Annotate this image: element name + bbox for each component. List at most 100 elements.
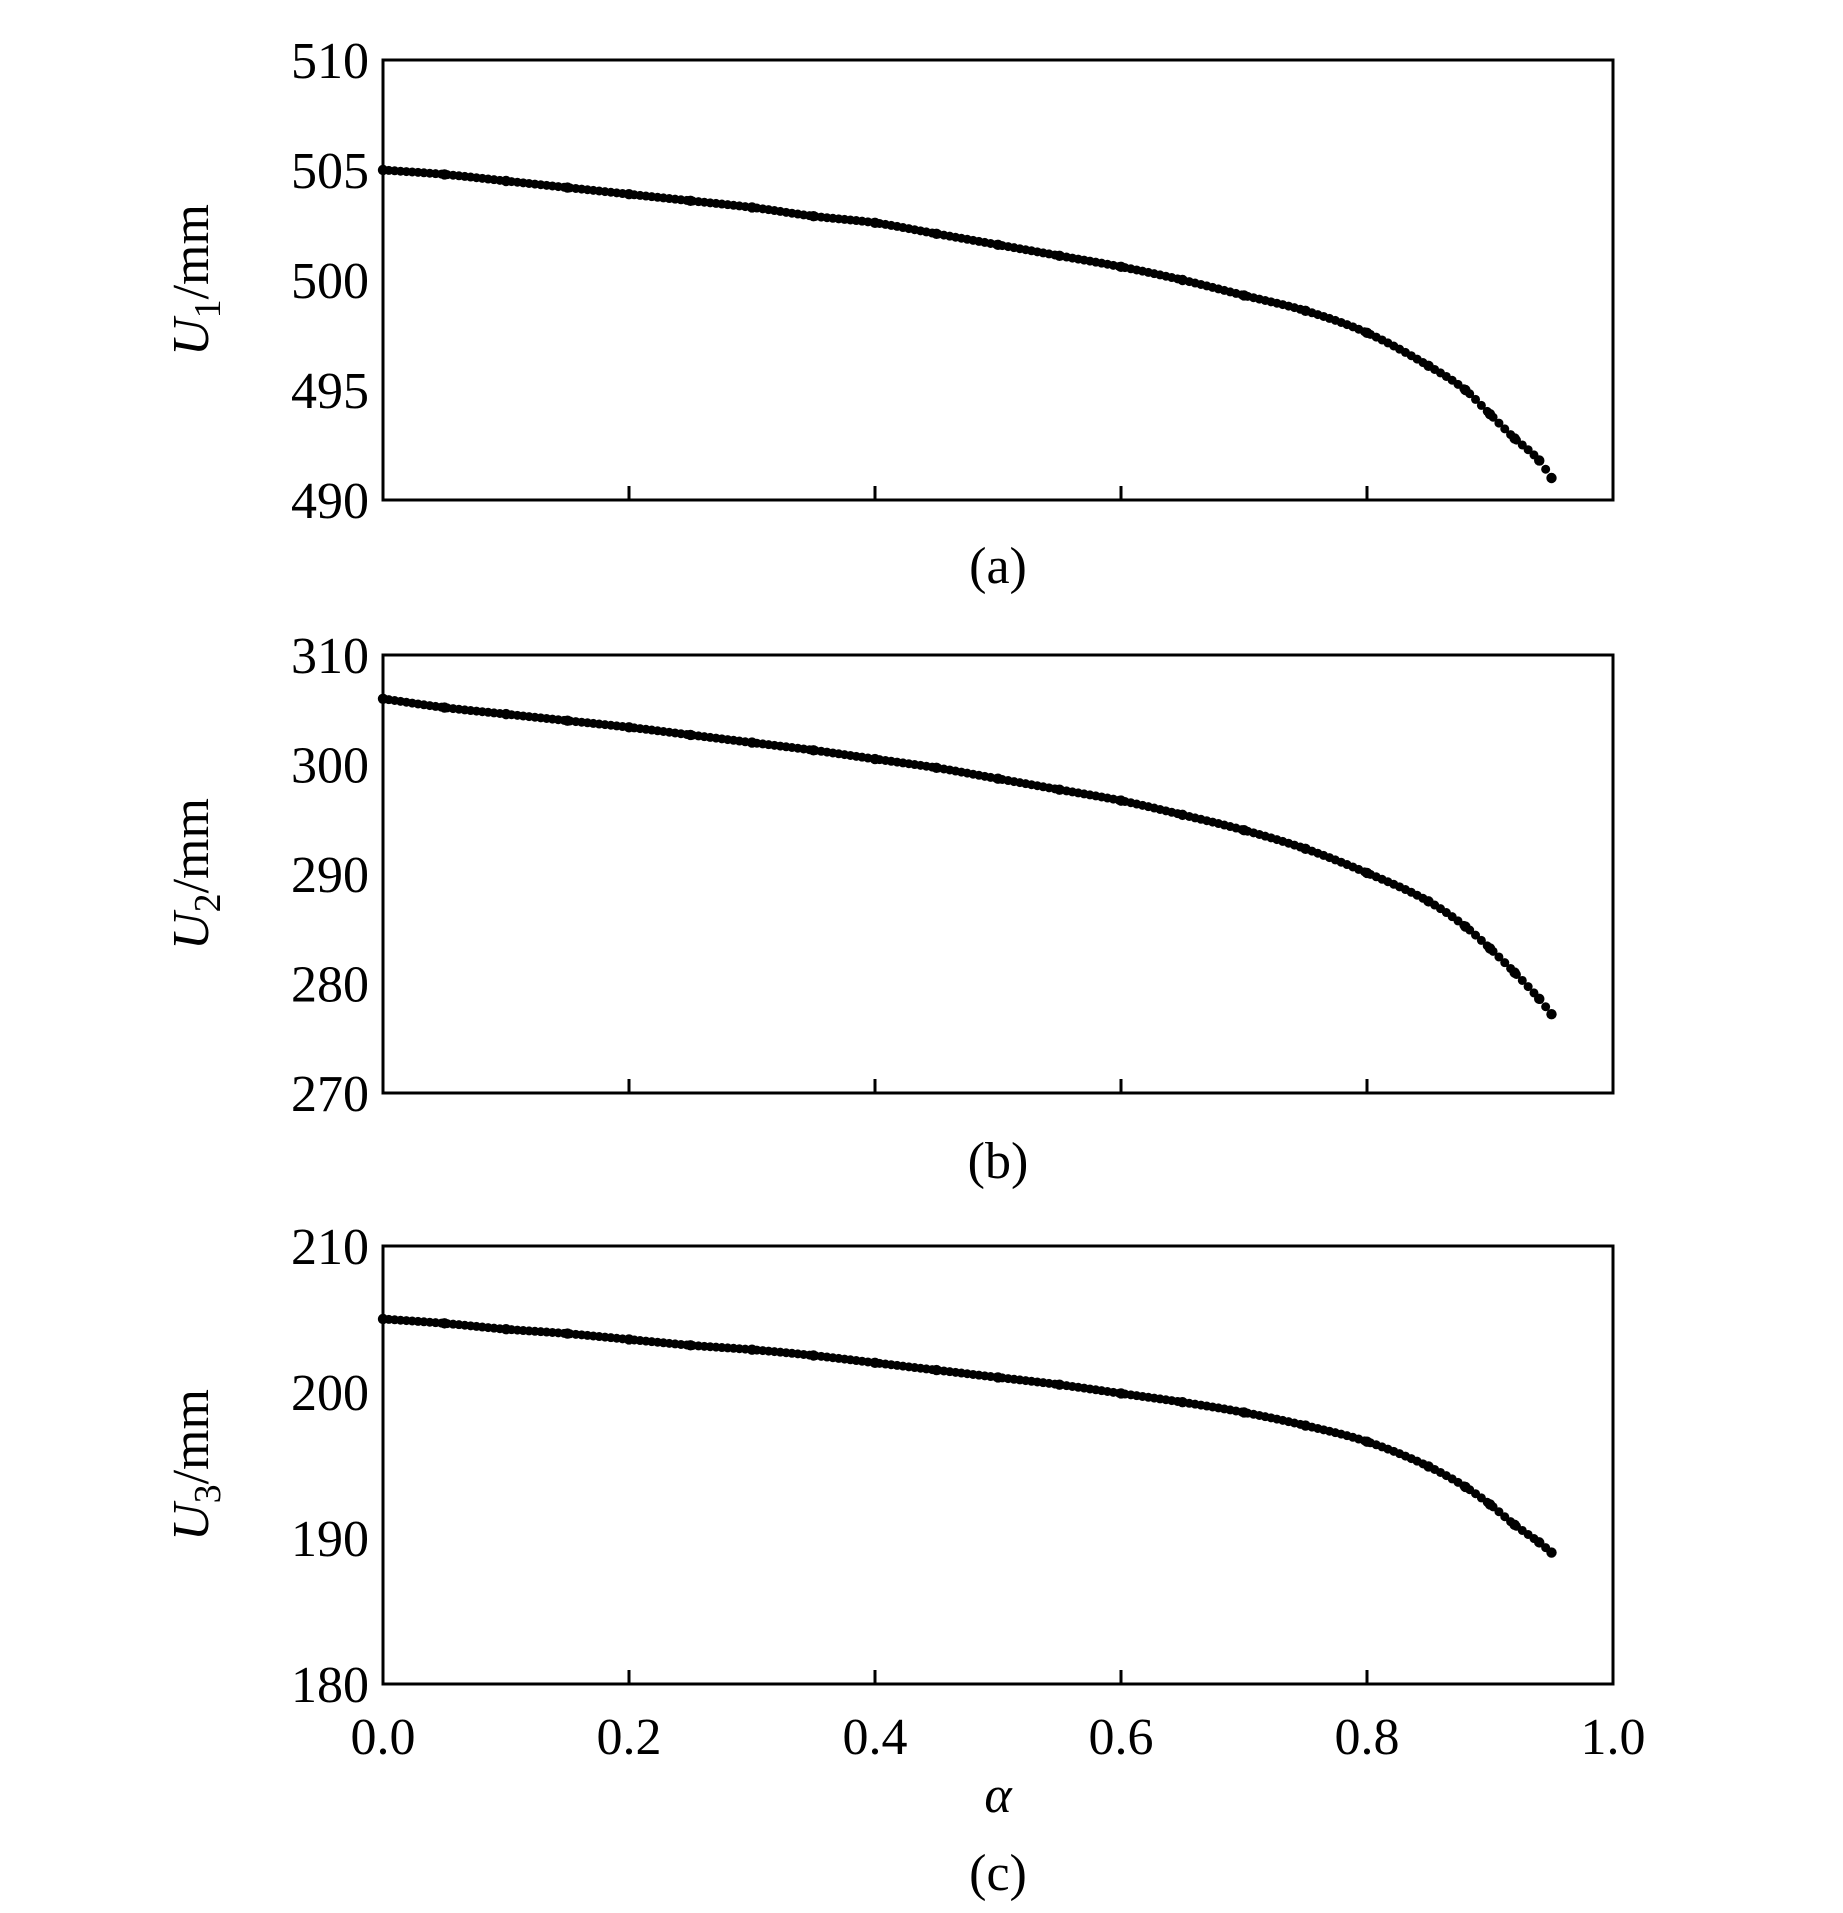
data-point bbox=[1509, 967, 1520, 978]
data-point bbox=[1361, 867, 1373, 879]
data-point bbox=[1509, 1519, 1520, 1531]
data-point bbox=[808, 745, 819, 756]
data-point bbox=[1423, 1461, 1434, 1472]
data-point bbox=[1423, 896, 1434, 907]
trail-marker bbox=[1517, 975, 1527, 985]
data-point bbox=[1546, 1008, 1557, 1020]
x-tick-label: 1.0 bbox=[1581, 1709, 1646, 1766]
data-point bbox=[931, 228, 942, 239]
y-tick-label: 495 bbox=[291, 363, 369, 420]
plot-frame bbox=[381, 653, 1615, 1095]
trail-marker bbox=[1523, 445, 1533, 455]
y-tick-label: 510 bbox=[291, 33, 369, 90]
data-point bbox=[1238, 1407, 1250, 1418]
data-point bbox=[623, 189, 635, 200]
data-point bbox=[500, 1324, 512, 1335]
data-point bbox=[1534, 993, 1545, 1005]
data-point bbox=[1546, 1547, 1557, 1558]
data-point bbox=[746, 1344, 758, 1355]
data-point bbox=[1534, 455, 1545, 466]
trail-marker bbox=[1494, 418, 1504, 428]
data-point bbox=[931, 1364, 942, 1376]
data-point bbox=[1115, 261, 1127, 272]
data-point bbox=[1361, 327, 1373, 338]
data-point bbox=[1177, 1397, 1188, 1408]
trail-marker bbox=[1523, 982, 1533, 992]
series-trail bbox=[378, 165, 1556, 483]
data-point bbox=[992, 239, 1004, 250]
trail-marker bbox=[1541, 1002, 1551, 1012]
data-point bbox=[1361, 1436, 1373, 1447]
data-point bbox=[746, 737, 758, 748]
data-point bbox=[1054, 250, 1065, 261]
y-tick-label: 280 bbox=[291, 957, 369, 1014]
data-point bbox=[992, 773, 1004, 784]
trail-marker bbox=[1494, 1507, 1504, 1517]
data-point bbox=[1546, 472, 1557, 484]
data-point bbox=[439, 702, 450, 713]
data-point bbox=[377, 1313, 389, 1325]
data-point bbox=[869, 217, 881, 228]
trail-marker bbox=[1476, 935, 1486, 945]
x-tick-label: 0.6 bbox=[1089, 1709, 1154, 1766]
panel-c: 180 190 200 210 0.0 0.2 0.4 0.6 0.8 1.0 U3/mm α (c) bbox=[163, 1219, 1646, 1902]
data-point bbox=[1054, 784, 1065, 795]
y-tick-label: 290 bbox=[291, 847, 369, 904]
y-tick-label: 190 bbox=[291, 1511, 369, 1568]
data-point bbox=[500, 175, 512, 187]
y-tick-label: 310 bbox=[291, 628, 369, 685]
data-point bbox=[377, 164, 389, 176]
data-point bbox=[1238, 825, 1250, 836]
y-tick-label: 490 bbox=[291, 473, 369, 530]
series-trail bbox=[378, 1314, 1556, 1558]
data-point bbox=[623, 722, 635, 733]
data-point bbox=[1484, 409, 1496, 420]
y-axis-label: U1/mm bbox=[163, 204, 229, 356]
trail-marker bbox=[1500, 424, 1510, 434]
panel-label-a: (a) bbox=[969, 538, 1027, 595]
data-point bbox=[1509, 433, 1520, 444]
data-point bbox=[500, 708, 512, 720]
data-point bbox=[1534, 1537, 1545, 1548]
data-point bbox=[1115, 795, 1127, 806]
panel-b: 270 280 290 300 310 U2/mm (b) bbox=[163, 628, 1615, 1190]
y-axis-label: U3/mm bbox=[163, 1389, 229, 1541]
trail-marker bbox=[1471, 394, 1481, 404]
y-tick-label: 180 bbox=[291, 1657, 369, 1714]
trail-marker bbox=[1471, 930, 1481, 940]
data-point bbox=[746, 202, 758, 213]
x-tick-label: 0.8 bbox=[1335, 1709, 1400, 1766]
data-point bbox=[1300, 843, 1311, 855]
data-point bbox=[1300, 305, 1311, 316]
data-point bbox=[1423, 360, 1434, 371]
data-point bbox=[869, 1357, 881, 1369]
y-tick-label: 200 bbox=[291, 1365, 369, 1422]
plot-frame bbox=[381, 58, 1615, 502]
trail-marker bbox=[1476, 400, 1486, 410]
data-point bbox=[1054, 1379, 1065, 1390]
data-point bbox=[1115, 1388, 1127, 1399]
data-point bbox=[1300, 1420, 1311, 1431]
panel-label-c: (c) bbox=[969, 1845, 1027, 1902]
data-point bbox=[1460, 384, 1471, 396]
y-tick-label: 300 bbox=[291, 738, 369, 795]
data-point bbox=[562, 715, 573, 726]
data-point bbox=[685, 729, 696, 741]
data-point bbox=[562, 1328, 573, 1339]
data-point bbox=[931, 762, 942, 773]
panel-a: 490 495 500 505 510 U1/mm (a) bbox=[163, 33, 1615, 595]
data-point bbox=[562, 182, 573, 193]
data-point bbox=[1460, 921, 1471, 932]
trail-marker bbox=[1494, 952, 1504, 962]
data-point bbox=[1460, 1481, 1471, 1493]
y-tick-label: 270 bbox=[291, 1066, 369, 1123]
data-point bbox=[439, 1318, 450, 1329]
data-point bbox=[1238, 290, 1250, 301]
y-tick-label: 505 bbox=[291, 143, 369, 200]
data-point bbox=[377, 693, 389, 704]
data-point bbox=[1177, 809, 1188, 821]
y-axis-label: U2/mm bbox=[163, 798, 229, 950]
data-point bbox=[992, 1372, 1004, 1383]
data-point bbox=[623, 1334, 635, 1345]
data-point bbox=[1177, 274, 1188, 286]
